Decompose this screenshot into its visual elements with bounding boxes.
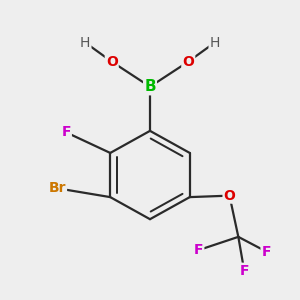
Text: O: O <box>182 55 194 69</box>
Text: B: B <box>144 79 156 94</box>
Text: Br: Br <box>49 181 66 195</box>
Text: F: F <box>262 244 271 259</box>
Text: F: F <box>194 243 203 257</box>
Text: O: O <box>224 189 236 202</box>
Text: F: F <box>239 264 249 278</box>
Text: O: O <box>106 55 118 69</box>
Text: H: H <box>80 35 90 50</box>
Text: F: F <box>61 125 71 139</box>
Text: H: H <box>210 35 220 50</box>
